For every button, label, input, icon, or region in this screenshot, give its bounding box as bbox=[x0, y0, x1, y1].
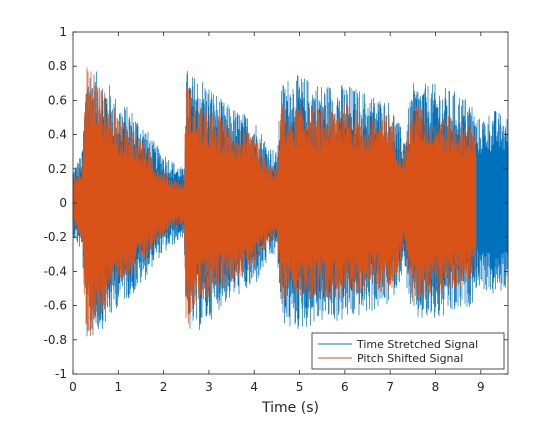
x-axis-ticks: 0 1 2 3 4 5 6 7 8 9 bbox=[69, 32, 485, 394]
x-tick-label: 9 bbox=[477, 380, 485, 394]
x-tick-label: 2 bbox=[160, 380, 168, 394]
x-tick-label: 7 bbox=[386, 380, 394, 394]
legend-label: Pitch Shifted Signal bbox=[357, 352, 463, 365]
y-tick-label: -0.4 bbox=[44, 264, 67, 278]
y-tick-label: -0.8 bbox=[44, 333, 67, 347]
y-tick-label: -0.2 bbox=[44, 230, 67, 244]
y-tick-label: -1 bbox=[55, 367, 67, 381]
x-tick-label: 3 bbox=[205, 380, 213, 394]
legend-label: Time Stretched Signal bbox=[356, 338, 478, 351]
x-axis-label: Time (s) bbox=[261, 400, 319, 416]
y-axis-ticks: -1 -0.8 -0.6 -0.4 -0.2 0 0.2 0.4 0.6 0.8 1 bbox=[44, 25, 508, 381]
x-tick-label: 6 bbox=[341, 380, 349, 394]
legend-box bbox=[311, 332, 505, 370]
y-tick-label: 0.6 bbox=[48, 93, 67, 107]
x-tick-label: 4 bbox=[250, 380, 258, 394]
y-tick-label: 0 bbox=[59, 196, 67, 210]
x-tick-label: 5 bbox=[296, 380, 304, 394]
y-tick-label: 1 bbox=[59, 25, 67, 39]
x-tick-label: 0 bbox=[69, 380, 77, 394]
y-tick-label: 0.4 bbox=[48, 128, 67, 142]
x-tick-label: 8 bbox=[432, 380, 440, 394]
y-tick-label: 0.2 bbox=[48, 162, 67, 176]
y-tick-label: 0.8 bbox=[48, 59, 67, 73]
x-tick-label: 1 bbox=[114, 380, 122, 394]
y-tick-label: -0.6 bbox=[44, 299, 67, 313]
